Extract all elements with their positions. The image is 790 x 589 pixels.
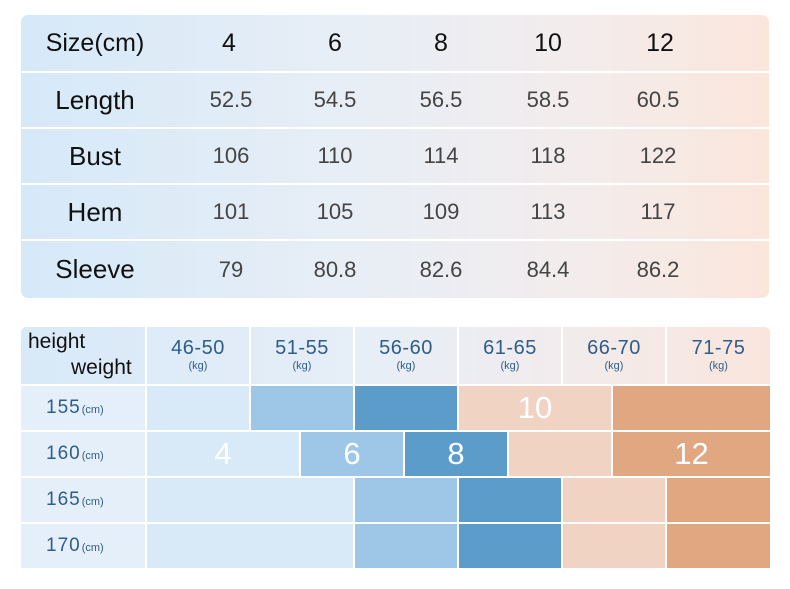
size-col-header: 8	[434, 28, 448, 57]
height-label: 160 (cm)	[21, 432, 145, 476]
size-block	[147, 478, 353, 522]
axis-corner-label: height weight	[21, 327, 145, 384]
measurement-value: 109	[422, 199, 460, 224]
weight-unit: (kg)	[292, 360, 312, 372]
measurement-value: 58.5	[526, 87, 570, 112]
weight-axis-label: weight	[71, 356, 132, 379]
weight-col-header: 56-60 (kg)	[355, 327, 457, 384]
weight-range: 56-60	[379, 337, 433, 359]
size-block	[355, 478, 457, 522]
size-col-header: 12	[646, 28, 674, 57]
size-chart-table: Size(cm) 4 6 8 10 12 Length 52.5 54.5 56…	[21, 15, 769, 298]
measurement-value: 118	[530, 143, 566, 168]
measurement-value: 79	[218, 256, 244, 282]
weight-col-header: 46-50 (kg)	[147, 327, 249, 384]
size-block	[251, 386, 353, 430]
height-axis-label: height	[28, 330, 86, 353]
height-label: 155 (cm)	[21, 386, 145, 430]
measurement-row-length: Length 52.5 54.5 56.5 58.5 60.5	[21, 71, 769, 127]
size-block	[355, 386, 457, 430]
height-unit: (cm)	[81, 404, 104, 416]
size-block	[147, 386, 249, 430]
measurement-value: 117	[640, 199, 676, 224]
measurement-value: 52.5	[209, 87, 253, 112]
measurement-value: 80.8	[313, 256, 357, 282]
size-recommendation-chart: height weight 46-50 (kg) 51-55 (kg) 56-6…	[21, 327, 770, 568]
height-value: 155	[46, 397, 81, 418]
measurement-label: Length	[55, 84, 135, 115]
size-block: 4	[147, 432, 299, 476]
weight-range: 46-50	[171, 337, 225, 359]
weight-col-header: 66-70 (kg)	[563, 327, 665, 384]
weight-col-header: 51-55 (kg)	[251, 327, 353, 384]
measurement-value: 106	[212, 143, 250, 168]
size-block	[147, 524, 353, 568]
size-col-header: 6	[328, 28, 342, 57]
height-label: 170 (cm)	[21, 524, 145, 568]
size-block: 12	[613, 432, 770, 476]
measurement-label: Sleeve	[55, 254, 135, 284]
measurement-row-bust: Bust 106 110 114 118 122	[21, 127, 769, 183]
height-value: 170	[46, 535, 81, 556]
measurement-value: 101	[212, 199, 250, 224]
size-col-header: 4	[222, 28, 236, 57]
height-row-155: 155 (cm) 10	[21, 386, 770, 430]
height-value: 160	[46, 443, 81, 464]
measurement-value: 56.5	[419, 87, 463, 112]
measurement-row-sleeve: Sleeve 79 80.8 82.6 84.4 86.2	[21, 239, 769, 298]
measurement-label: Bust	[68, 140, 122, 171]
weight-range: 66-70	[587, 337, 641, 359]
measurement-value: 54.5	[313, 87, 357, 112]
height-label: 165 (cm)	[21, 478, 145, 522]
size-block	[563, 524, 665, 568]
measurement-value: 60.5	[636, 87, 680, 112]
size-block: 6	[301, 432, 403, 476]
size-block: 10	[459, 386, 611, 430]
size-block	[667, 524, 770, 568]
weight-range: 61-65	[483, 337, 537, 359]
weight-unit: (kg)	[500, 360, 520, 372]
measurement-value: 84.4	[526, 256, 570, 282]
weight-range: 71-75	[691, 337, 746, 359]
weight-unit: (kg)	[396, 360, 416, 372]
weight-col-header: 71-75 (kg)	[667, 327, 770, 384]
height-row-165: 165 (cm)	[21, 478, 770, 522]
weight-unit: (kg)	[604, 360, 624, 372]
measurement-value: 113	[530, 199, 566, 224]
size-block	[355, 524, 457, 568]
height-row-160: 160 (cm) 4 6 8 12	[21, 432, 770, 476]
measurement-value: 114	[423, 143, 459, 168]
height-unit: (cm)	[81, 496, 104, 508]
size-header-row: Size(cm) 4 6 8 10 12	[21, 15, 769, 71]
weight-col-header: 61-65 (kg)	[459, 327, 561, 384]
measurement-label: Hem	[67, 196, 123, 227]
measurement-value: 82.6	[419, 256, 463, 282]
measurement-value: 122	[639, 143, 677, 168]
height-value: 165	[46, 489, 81, 510]
measurement-value: 86.2	[636, 256, 680, 282]
size-block	[509, 432, 611, 476]
size-header-label: Size(cm)	[45, 28, 145, 57]
weight-unit: (kg)	[188, 360, 208, 372]
measurement-row-hem: Hem 101 105 109 113 117	[21, 183, 769, 239]
size-col-header: 10	[534, 28, 562, 57]
size-block: 8	[405, 432, 507, 476]
measurement-value: 105	[316, 199, 354, 224]
size-block	[613, 386, 770, 430]
measurement-value: 110	[317, 143, 353, 168]
weight-range: 51-55	[275, 337, 329, 359]
size-block	[459, 478, 561, 522]
height-unit: (cm)	[81, 450, 104, 462]
height-row-170: 170 (cm)	[21, 524, 770, 568]
size-block	[667, 478, 770, 522]
height-unit: (cm)	[81, 542, 104, 554]
size-block	[459, 524, 561, 568]
size-block	[563, 478, 665, 522]
weight-unit: (kg)	[709, 360, 728, 372]
